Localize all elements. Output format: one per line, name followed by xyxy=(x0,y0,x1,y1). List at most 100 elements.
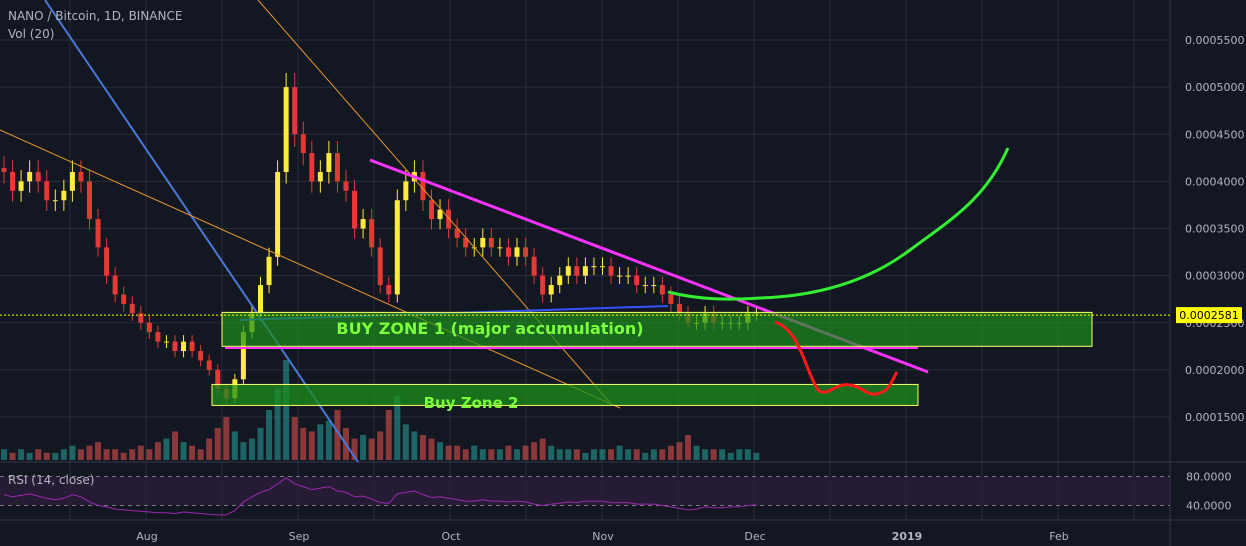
volume-bar xyxy=(471,445,478,460)
volume-bar xyxy=(625,449,632,460)
candle-body xyxy=(1,168,7,172)
candle-body xyxy=(206,360,212,370)
candle-body xyxy=(326,153,332,172)
current-price-tag xyxy=(1176,307,1242,324)
candle-body xyxy=(488,237,494,248)
time-tick-label: Feb xyxy=(1049,530,1068,543)
volume-bar xyxy=(18,449,25,460)
time-tick-label: Oct xyxy=(441,530,461,543)
volume-bar xyxy=(377,431,384,460)
zone-2-label: Buy Zone 2 xyxy=(424,394,519,412)
rsi-line xyxy=(3,477,757,516)
volume-bar xyxy=(539,438,546,460)
candle-body xyxy=(531,256,537,276)
volume-bar xyxy=(411,431,418,460)
volume-bar xyxy=(693,445,700,460)
candle-body xyxy=(104,247,110,276)
candle-body xyxy=(163,341,169,343)
orange-trend-line-long xyxy=(0,129,621,409)
price-tick-label: 0.0002000 xyxy=(1185,364,1245,377)
volume-legend[interactable]: Vol (20) xyxy=(8,27,55,41)
candle-body xyxy=(574,266,580,276)
candle-body xyxy=(240,332,246,380)
candle-body xyxy=(78,171,84,182)
candle-body xyxy=(283,87,289,172)
volume-bar xyxy=(86,445,93,460)
volume-bar xyxy=(462,449,469,460)
candle-body xyxy=(44,181,50,201)
volume-bar xyxy=(300,427,307,460)
candle-body xyxy=(403,181,409,201)
volume-bar xyxy=(248,438,255,460)
candle-body xyxy=(27,171,33,182)
candle-body xyxy=(608,266,614,276)
candle-body xyxy=(138,313,144,323)
candle-body xyxy=(480,237,486,248)
candle-body xyxy=(61,190,67,201)
volume-bar xyxy=(137,445,144,460)
candle-body xyxy=(676,303,682,314)
candle-body xyxy=(300,134,306,154)
volume-bar xyxy=(368,438,375,460)
volume-bar xyxy=(479,449,486,460)
candle-body xyxy=(275,171,281,257)
candle-body xyxy=(266,256,272,286)
volume-bar xyxy=(505,445,512,460)
time-tick-label: 2019 xyxy=(892,530,923,543)
volume-bar xyxy=(163,438,170,460)
candle-body xyxy=(617,275,623,277)
volume-bar xyxy=(454,445,461,460)
volume-bar xyxy=(26,452,33,460)
rsi-legend[interactable]: RSI (14, close) xyxy=(8,473,95,487)
volume-bar xyxy=(548,445,555,460)
candle-body xyxy=(463,237,469,248)
candle-body xyxy=(360,219,366,229)
bullish-projection-curve xyxy=(667,147,1010,301)
time-tick-label: Dec xyxy=(744,530,765,543)
candle-body xyxy=(155,332,161,342)
volume-bar xyxy=(428,438,435,460)
volume-bar xyxy=(419,435,426,460)
volume-bar xyxy=(710,449,717,460)
candle-body xyxy=(600,266,605,268)
volume-bar xyxy=(129,449,136,460)
candle-body xyxy=(292,87,298,135)
symbol-legend[interactable]: NANO / Bitcoin, 1D, BINANCE xyxy=(8,9,183,23)
volume-bar xyxy=(667,445,674,460)
volume-bar xyxy=(685,435,691,460)
volume-bar xyxy=(744,449,751,460)
candle-body xyxy=(625,275,631,277)
candle-body xyxy=(18,181,24,191)
volume-bar xyxy=(565,449,572,460)
candle-body xyxy=(514,247,520,257)
candle-body xyxy=(10,171,16,191)
volume-bar xyxy=(223,417,230,460)
candle-body xyxy=(189,341,195,352)
candle-body xyxy=(394,200,400,295)
candle-body xyxy=(634,275,640,286)
volume-bar xyxy=(257,427,264,460)
candle-body xyxy=(565,266,571,276)
volume-bar xyxy=(120,452,127,460)
volume-bar xyxy=(52,452,59,460)
volume-bar xyxy=(240,442,247,460)
volume-bar xyxy=(351,438,358,460)
volume-bar xyxy=(590,449,597,460)
candle-body xyxy=(505,247,511,257)
bearish-projection-curve xyxy=(774,320,899,396)
candle-body xyxy=(352,190,358,229)
time-tick-label: Nov xyxy=(592,530,614,543)
volume-bar xyxy=(283,360,290,460)
candle-body xyxy=(198,351,204,361)
candle-body xyxy=(52,200,58,202)
volume-bar xyxy=(402,424,409,460)
volume-bar xyxy=(43,452,50,460)
candle-body xyxy=(591,266,597,268)
volume-bar xyxy=(556,449,563,460)
time-tick-label: Sep xyxy=(289,530,310,543)
volume-bar xyxy=(1,449,7,460)
price-tick-label: 0.0005500 xyxy=(1185,34,1245,47)
volume-bar xyxy=(112,449,119,460)
